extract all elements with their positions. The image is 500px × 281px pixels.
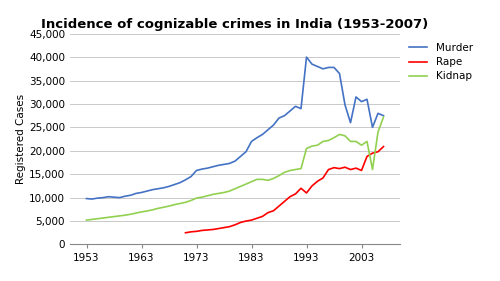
Kidnap [84,218,89,222]
Rape [216,227,222,230]
Rape [199,229,205,232]
Murder [304,55,310,59]
Rape [221,226,227,229]
Rape [320,176,326,180]
Kidnap [375,130,381,134]
Legend: Murder, Rape, Kidnap: Murder, Rape, Kidnap [408,43,472,81]
Murder [380,114,386,117]
Kidnap [138,210,144,214]
Kidnap [348,140,354,143]
Line: Kidnap: Kidnap [86,117,384,220]
Rape [375,150,381,153]
Kidnap [155,207,161,210]
Rape [364,155,370,158]
Rape [188,230,194,234]
Rape [260,215,266,218]
Rape [204,228,210,232]
Murder [89,197,95,201]
Murder [199,167,205,171]
Rape [309,184,315,188]
Rape [342,166,348,169]
Murder [375,112,381,115]
Rape [248,218,254,222]
Kidnap [194,196,200,200]
Rape [265,211,271,214]
Rape [353,166,359,170]
Rape [314,180,320,183]
Murder [84,197,89,200]
Kidnap [380,115,386,119]
Rape [298,187,304,190]
Murder [122,194,128,198]
Rape [292,192,298,196]
Title: Incidence of cognizable crimes in India (1953-2007): Incidence of cognizable crimes in India … [42,18,428,31]
Rape [276,204,282,208]
Murder [144,189,150,193]
Rape [380,145,386,148]
Rape [182,231,188,234]
Murder [358,100,364,103]
Rape [304,191,310,195]
Rape [282,200,288,203]
Line: Murder: Murder [86,57,384,199]
Rape [232,223,238,226]
Rape [326,168,332,171]
Rape [287,195,293,198]
Rape [370,151,376,155]
Rape [336,167,342,170]
Rape [194,230,200,233]
Rape [210,228,216,231]
Rape [254,217,260,220]
Rape [348,168,354,171]
Rape [243,219,249,223]
Rape [331,166,337,169]
Kidnap [116,214,122,217]
Rape [270,209,276,212]
Murder [160,186,166,189]
Line: Rape: Rape [186,147,384,233]
Rape [238,221,244,224]
Y-axis label: Registered Cases: Registered Cases [16,94,26,184]
Rape [358,169,364,172]
Rape [226,225,232,228]
